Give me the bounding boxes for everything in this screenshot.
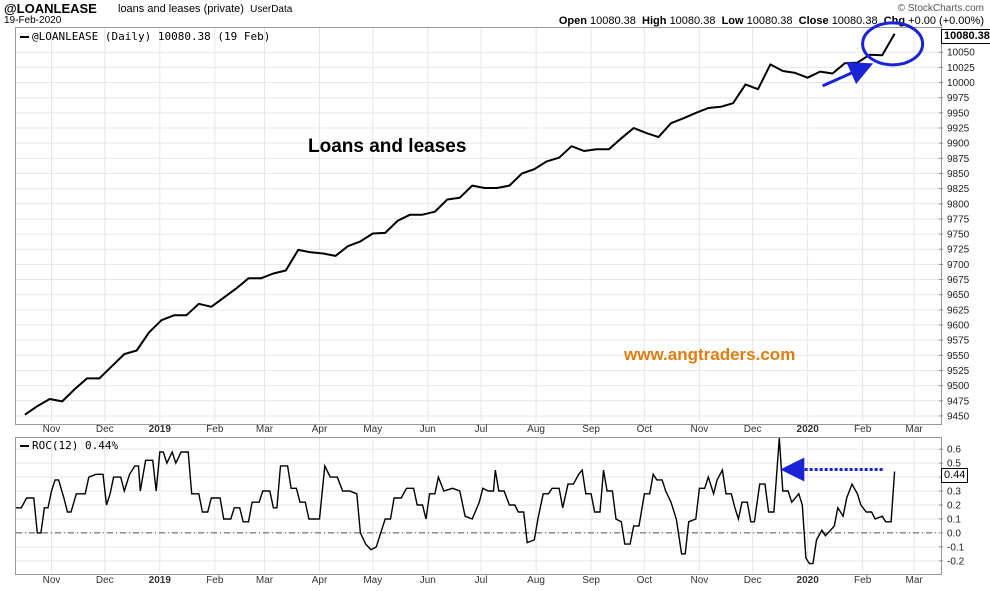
x-tick-label: Jul — [475, 575, 488, 586]
y-tick-label: 9975 — [947, 93, 970, 104]
x-tick-label: Jun — [420, 575, 436, 586]
x-tick-label: Jul — [475, 424, 488, 435]
x-tick-label: 2020 — [797, 424, 820, 435]
y-tick-label: 9750 — [947, 230, 970, 241]
data-source: UserData — [250, 4, 293, 15]
ohlc-readout: Open 10080.38 High 10080.38 Low 10080.38… — [558, 15, 984, 27]
roc-last-value-tag: 0.44 — [941, 468, 969, 483]
symbol-name: loans and leases (private) UserData — [118, 3, 293, 15]
roc-legend: ROC(12) 0.44% — [20, 439, 118, 452]
y-tick-label: 9525 — [947, 366, 970, 377]
x-tick-label: Mar — [256, 575, 274, 586]
y-tick-label: 0.2 — [947, 501, 961, 512]
chart-annotation: Loans and leases — [308, 136, 467, 157]
y-tick-label: 0.6 — [947, 445, 961, 456]
y-tick-label: 9850 — [947, 169, 970, 180]
x-tick-label: Nov — [43, 575, 61, 586]
x-tick-label: Mar — [906, 575, 924, 586]
x-tick-label: Dec — [96, 424, 114, 435]
x-tick-label: May — [363, 575, 382, 586]
x-tick-label: Mar — [256, 424, 274, 435]
highlight-circle — [861, 21, 925, 67]
x-axis: Nov Nov Dec Dec 2019 2019 Feb Feb Mar Mar Apr Apr Ma… — [43, 424, 924, 586]
x-tick-label: May — [363, 424, 382, 435]
roc-y-axis: -0.2-0.10.00.10.20.30.40.50.6 — [939, 445, 965, 567]
y-tick-label: 9875 — [947, 154, 970, 165]
y-tick-label: 9475 — [947, 396, 970, 407]
x-tick-label: Jun — [420, 424, 436, 435]
y-tick-label: 9500 — [947, 381, 970, 392]
y-tick-label: 9550 — [947, 351, 970, 362]
y-tick-label: 9575 — [947, 336, 970, 347]
y-tick-label: 9775 — [947, 214, 970, 225]
y-tick-label: 10000 — [947, 78, 975, 89]
price-line — [24, 33, 896, 416]
y-tick-label: -0.1 — [947, 542, 965, 553]
roc-line — [16, 437, 896, 565]
x-tick-label: Nov — [43, 424, 61, 435]
x-tick-label: Feb — [854, 424, 872, 435]
y-tick-label: 9650 — [947, 290, 970, 301]
y-tick-label: 0.5 — [947, 459, 961, 470]
x-tick-label: 2019 — [149, 424, 172, 435]
price-y-axis: 9450 9475 9500 9525 9550 9575 9600 9625 9650 9675… — [939, 48, 975, 422]
y-tick-label: 0.3 — [947, 487, 961, 498]
price-last-value-tag: 10080.38 — [941, 29, 990, 44]
x-tick-label: Aug — [527, 575, 545, 586]
x-tick-label: Dec — [96, 575, 114, 586]
legend-line-swatch — [20, 445, 29, 447]
roc-series — [16, 437, 896, 565]
price-gridlines — [16, 28, 939, 422]
arrow-to-latest — [822, 62, 874, 88]
annotation-overlay — [780, 21, 925, 482]
price-panel[interactable] — [15, 27, 942, 425]
x-tick-label: 2020 — [797, 575, 820, 586]
x-tick-label: Feb — [206, 575, 224, 586]
x-tick-label: 2019 — [149, 575, 172, 586]
y-tick-label: 0.1 — [947, 514, 961, 525]
x-tick-label: Dec — [744, 575, 762, 586]
y-tick-label: 9600 — [947, 321, 970, 332]
x-tick-label: Dec — [744, 424, 762, 435]
y-tick-label: -0.2 — [947, 556, 965, 567]
website-watermark: www.angtraders.com — [624, 345, 796, 364]
stockcharts-credit[interactable]: © StockCharts.com — [897, 3, 984, 14]
x-tick-label: Oct — [637, 424, 653, 435]
x-tick-label: Nov — [690, 575, 708, 586]
x-tick-label: Oct — [637, 575, 653, 586]
chart-date: 19-Feb-2020 — [4, 15, 62, 26]
y-tick-label: 10025 — [947, 63, 975, 74]
y-tick-label: 9925 — [947, 124, 970, 135]
x-tick-label: Sep — [582, 424, 600, 435]
x-tick-label: Mar — [906, 424, 924, 435]
y-tick-label: 9675 — [947, 275, 970, 286]
y-tick-label: 9800 — [947, 199, 970, 210]
x-tick-label: Aug — [527, 424, 545, 435]
x-tick-label: Apr — [312, 575, 328, 586]
x-tick-label: Feb — [854, 575, 872, 586]
y-tick-label: 9950 — [947, 108, 970, 119]
y-tick-label: 9450 — [947, 411, 970, 422]
y-tick-label: 9825 — [947, 184, 970, 195]
y-tick-label: 9700 — [947, 260, 970, 271]
y-tick-label: 9725 — [947, 245, 970, 256]
x-tick-label: Apr — [312, 424, 328, 435]
legend-line-swatch — [20, 36, 29, 38]
x-tick-label: Feb — [206, 424, 224, 435]
y-tick-label: 0.0 — [947, 528, 961, 539]
price-legend: @LOANLEASE (Daily) 10080.38 (19 Feb) — [20, 30, 270, 43]
symbol-title: @LOANLEASE — [4, 1, 97, 16]
x-tick-label: Nov — [690, 424, 708, 435]
y-tick-label: 10050 — [947, 48, 975, 59]
price-series — [24, 33, 896, 416]
y-tick-label: 9625 — [947, 305, 970, 316]
y-tick-label: 9900 — [947, 139, 970, 150]
x-tick-label: Sep — [582, 575, 600, 586]
